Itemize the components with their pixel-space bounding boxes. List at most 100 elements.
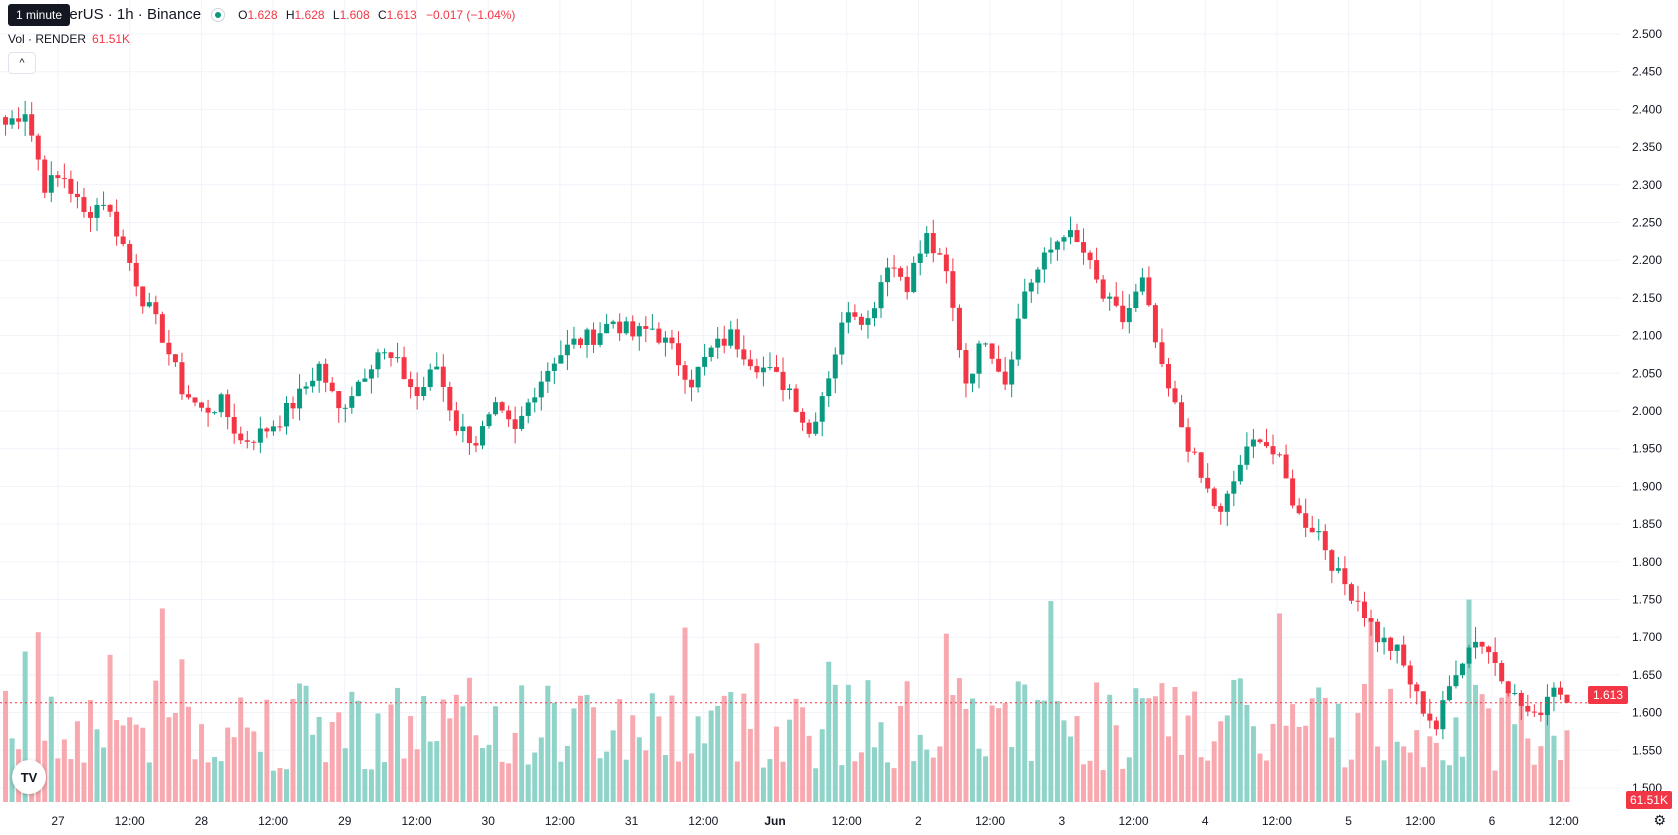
volume-bar — [453, 694, 459, 802]
candle-body — [1211, 488, 1217, 507]
volume-bar — [1427, 736, 1433, 802]
candle-body — [839, 322, 845, 355]
volume-bar — [408, 716, 414, 802]
volume-bar — [950, 695, 956, 802]
candle-body — [290, 402, 296, 409]
candle-body — [1557, 687, 1563, 695]
market-status-icon[interactable] — [211, 7, 226, 22]
candle-body — [316, 363, 322, 381]
volume-bar — [1146, 698, 1152, 802]
volume-bar — [734, 761, 740, 802]
candle-body — [225, 394, 231, 418]
candle-body — [1133, 291, 1139, 308]
volume-bar — [604, 751, 610, 802]
candle-body — [1028, 282, 1034, 292]
time-axis[interactable]: 27 12:00 28 12:00 29 12:00 30 12:00 31 12:00 Jun 12… — [51, 814, 1579, 828]
candle-body — [375, 352, 381, 370]
candle-body — [74, 193, 80, 198]
volume-bar — [1361, 683, 1367, 802]
candle-body — [35, 135, 41, 160]
volume-bar — [205, 762, 211, 802]
volume-bar — [1309, 698, 1315, 802]
candle-body — [956, 307, 962, 351]
volume-bar — [1133, 688, 1139, 802]
volume-bar — [649, 693, 655, 802]
candle-body — [1335, 568, 1341, 571]
volume-bar — [675, 761, 681, 802]
candle-body — [244, 440, 250, 442]
volume-bar — [989, 705, 995, 802]
price-tick: 2.500 — [1632, 27, 1662, 41]
price-axis[interactable]: 2.500 2.450 2.400 2.350 2.300 2.250 2.200 2.150… — [1632, 27, 1662, 795]
volume-bar — [101, 747, 107, 802]
candle-body — [826, 378, 832, 397]
candle-body — [68, 178, 74, 194]
candle-body — [682, 365, 688, 380]
volume-bar — [1446, 765, 1452, 802]
volume-bar — [682, 627, 688, 802]
volume-bar — [68, 759, 74, 802]
volume-bar — [1198, 757, 1204, 802]
volume-bar — [238, 697, 244, 802]
volume-label[interactable]: Vol · RENDER — [8, 32, 87, 46]
candle-body — [1074, 230, 1080, 243]
volume-bar — [87, 700, 93, 802]
candle-body — [251, 441, 257, 443]
candle-body — [1015, 318, 1021, 360]
candle-body — [1518, 692, 1524, 706]
volume-bar — [1028, 760, 1034, 802]
volume-bar — [558, 761, 564, 802]
candle-body — [604, 323, 610, 334]
volume-bar — [1518, 704, 1524, 802]
candle-body — [1309, 527, 1315, 533]
volume-bar — [473, 735, 479, 802]
candle-body — [858, 316, 864, 325]
volume-bar — [787, 719, 793, 802]
candle-body — [231, 417, 237, 434]
gear-icon[interactable]: ⚙ — [1653, 812, 1666, 828]
volume-bar — [1100, 770, 1106, 802]
time-tick: 5 — [1345, 814, 1352, 828]
candle-body — [1002, 371, 1008, 385]
volume-bar — [969, 698, 975, 802]
candle-body — [218, 394, 224, 413]
volume-bar — [898, 705, 904, 802]
candle-body — [185, 394, 191, 398]
candle-body — [963, 350, 969, 384]
candle-body — [1401, 644, 1407, 666]
candle-body — [107, 204, 113, 212]
volume-bar — [244, 727, 250, 802]
volume-bar — [1250, 726, 1256, 802]
candle-body — [1407, 665, 1413, 685]
candle-body — [1355, 600, 1361, 602]
volume-value: 61.51K — [92, 32, 131, 46]
candle-body — [414, 387, 420, 396]
volume-bar — [1492, 770, 1498, 802]
volume-bar — [1120, 768, 1126, 802]
candle-body — [466, 426, 472, 444]
candle-body — [1492, 652, 1498, 664]
candle-body — [1231, 481, 1237, 494]
tradingview-logo[interactable]: TV — [12, 760, 46, 794]
volume-bar — [904, 681, 910, 802]
volume-bar — [1473, 684, 1479, 802]
candle-body — [42, 159, 48, 193]
candle-body — [630, 321, 636, 337]
volume-bar — [493, 706, 499, 802]
candle-body — [159, 314, 165, 343]
volume-bar — [1355, 712, 1361, 802]
candle-body — [643, 326, 649, 329]
collapse-legend-button[interactable]: ^ — [8, 52, 36, 74]
candle-body — [270, 426, 276, 432]
candle-body — [1277, 454, 1283, 456]
price-tick: 2.200 — [1632, 253, 1662, 267]
volume-bar — [1538, 746, 1544, 802]
volume-bar — [342, 748, 348, 802]
candle-body — [3, 117, 9, 125]
candle-body — [336, 391, 342, 409]
price-tick: 2.300 — [1632, 178, 1662, 192]
candle-body — [1205, 477, 1211, 489]
candle-body — [1165, 364, 1171, 389]
volume-bar — [1277, 613, 1283, 802]
